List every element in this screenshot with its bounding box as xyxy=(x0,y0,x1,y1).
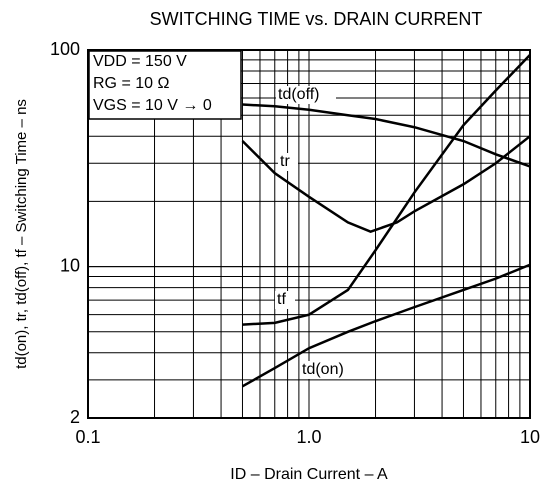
x-axis-label: ID – Drain Current – A xyxy=(230,466,388,483)
y-tick-label: 100 xyxy=(50,39,80,59)
label-bg xyxy=(275,291,295,309)
y-tick-label: 2 xyxy=(70,407,80,427)
y-tick-label: 10 xyxy=(60,255,80,275)
y-axis-label: td(on), tr, td(off), tf – Switching Time… xyxy=(13,99,30,369)
plot-frame xyxy=(87,49,531,419)
series-label: tf xyxy=(277,291,286,308)
condition-text: RG = 10 Ω xyxy=(93,75,169,92)
label-bg xyxy=(278,153,298,171)
x-tick-label: 0.1 xyxy=(75,427,100,447)
x-tick-label: 1.0 xyxy=(296,427,321,447)
conditions-box xyxy=(88,50,242,120)
condition-text: VGS = 10 V → 0 xyxy=(93,97,212,114)
series-label: td(on) xyxy=(302,361,344,378)
label-bg xyxy=(276,86,336,104)
series-label: td(off) xyxy=(278,86,320,103)
curve xyxy=(241,135,531,233)
chart-title: SWITCHING TIME vs. DRAIN CURRENT xyxy=(150,9,483,29)
condition-text: VDD = 150 V xyxy=(93,53,187,70)
label-bg xyxy=(300,361,352,379)
curve xyxy=(241,263,531,388)
x-tick-label: 10 xyxy=(520,427,540,447)
series-label: tr xyxy=(280,153,290,170)
curve xyxy=(242,103,531,168)
curve xyxy=(242,53,531,326)
